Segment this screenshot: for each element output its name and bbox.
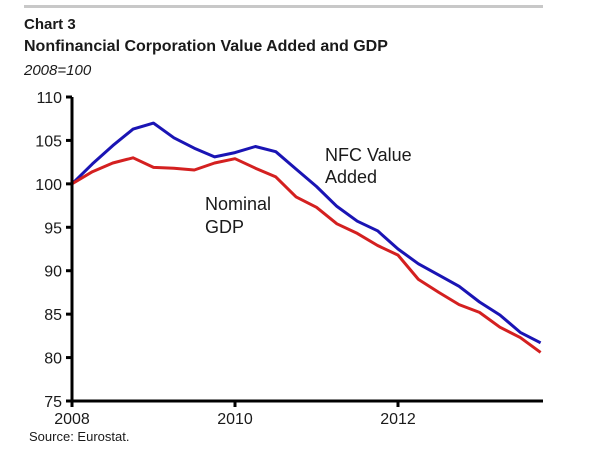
y-tick-label: 85	[44, 307, 62, 324]
gdp-annotation-line1: Nominal	[205, 194, 271, 214]
chart-title: Nonfinancial Corporation Value Added and…	[24, 38, 388, 55]
y-tick-label: 90	[44, 264, 62, 281]
x-tick-label: 2012	[380, 411, 416, 428]
series-layer	[70, 121, 542, 354]
nfc-annotation-line1: NFC Value	[325, 145, 412, 165]
y-tick-label: 105	[35, 133, 62, 150]
top-rule	[24, 5, 543, 8]
series-line-nominal-gdp	[71, 156, 542, 354]
x-axis-ticks: 2008 2010 2012	[54, 401, 416, 428]
y-tick-label: 75	[44, 394, 62, 411]
source-note: Source: Eurostat.	[29, 429, 130, 444]
x-tick-label: 2010	[217, 411, 253, 428]
y-tick-label: 95	[44, 220, 62, 237]
y-axis-ticks: 75 80 85 90 95 100 105 110	[35, 90, 72, 411]
gdp-annotation-line2: GDP	[205, 217, 244, 237]
y-tick-label: 110	[36, 90, 62, 107]
chart-subtitle: 2008=100	[24, 62, 92, 79]
y-tick-label: 100	[35, 177, 62, 194]
nfc-annotation-line2: Added	[325, 167, 377, 187]
y-tick-label: 80	[44, 351, 62, 368]
chart-label: Chart 3	[24, 16, 76, 33]
x-tick-label: 2008	[54, 411, 90, 428]
series-line-nfc-value-added	[70, 121, 542, 345]
